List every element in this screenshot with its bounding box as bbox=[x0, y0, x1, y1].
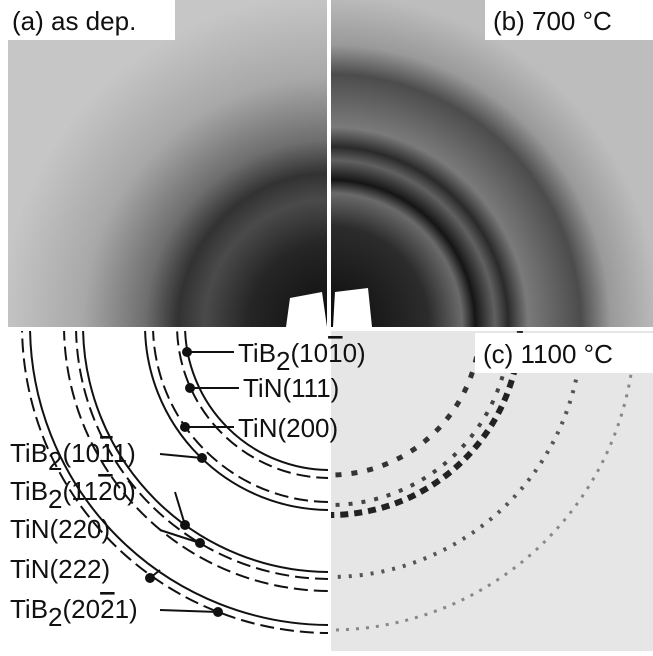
label-part: TiN(222) bbox=[10, 554, 110, 584]
label-part: (10 bbox=[291, 338, 329, 368]
label-part: (11 bbox=[63, 476, 99, 506]
label-part: TiB bbox=[10, 438, 48, 468]
ring-dot bbox=[180, 422, 190, 432]
figure: TiB2(1010)TiN(111)TiN(200)TiB2(1011)TiB2… bbox=[0, 0, 653, 651]
beam-stop bbox=[333, 288, 372, 327]
ring-dot bbox=[197, 453, 207, 463]
label-part: 0) bbox=[343, 338, 366, 368]
ring-dot bbox=[185, 383, 195, 393]
ring-label: TiN(200) bbox=[238, 413, 338, 443]
panel-label: (b) 700 °C bbox=[493, 6, 612, 36]
leader bbox=[160, 610, 218, 612]
ring-label: TiB2(2021) bbox=[10, 594, 138, 632]
label-part: 0) bbox=[113, 476, 136, 506]
ring-dot bbox=[195, 538, 205, 548]
leader bbox=[160, 454, 202, 458]
ring-dot bbox=[180, 520, 190, 530]
ring-label: TiN(111) bbox=[243, 373, 339, 403]
panel-a bbox=[8, 0, 327, 327]
label-part: (20 bbox=[63, 594, 101, 624]
label-part: 2 bbox=[98, 476, 112, 506]
label-part: 2 bbox=[48, 602, 62, 632]
label-part: 2 bbox=[48, 484, 62, 514]
label-part: TiB bbox=[238, 338, 276, 368]
ring-label: TiB2(1120) bbox=[10, 476, 136, 514]
ring-dot bbox=[145, 573, 155, 583]
label-part: 2 bbox=[276, 346, 290, 376]
panel-b bbox=[331, 0, 653, 327]
label-part: TiN(200) bbox=[238, 413, 338, 443]
ring-label: TiB2(1011) bbox=[10, 438, 136, 476]
label-part: 1) bbox=[115, 594, 138, 624]
panel-label: (c) 1100 °C bbox=[483, 339, 613, 369]
label-part: TiN(111) bbox=[243, 373, 339, 403]
ring-label: TiN(220) bbox=[10, 514, 110, 544]
label-part: (10 bbox=[63, 438, 101, 468]
panel-c bbox=[331, 331, 653, 651]
label-part: TiB bbox=[10, 594, 48, 624]
label-part: 2 bbox=[48, 446, 62, 476]
panel-label: (a) as dep. bbox=[12, 6, 136, 36]
label-part: TiN(220) bbox=[10, 514, 110, 544]
label-part: 1) bbox=[113, 438, 136, 468]
label-part: 2 bbox=[100, 594, 114, 624]
label-part: 1 bbox=[328, 338, 342, 368]
ring-dot bbox=[182, 347, 192, 357]
ring-dot bbox=[213, 607, 223, 617]
ring-label: TiN(222) bbox=[10, 554, 110, 584]
label-part: TiB bbox=[10, 476, 48, 506]
